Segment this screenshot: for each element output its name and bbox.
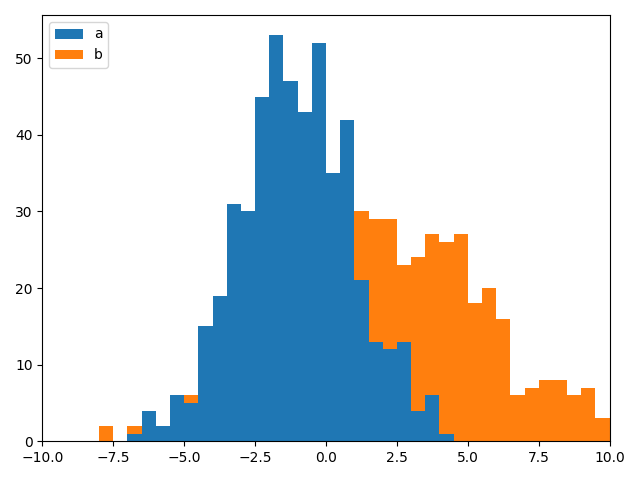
Bar [510, 396, 525, 441]
Bar [369, 219, 383, 441]
Bar [241, 365, 255, 441]
Bar [156, 426, 170, 441]
Bar [326, 173, 340, 441]
Legend: a, b: a, b [49, 22, 108, 68]
Bar [355, 212, 369, 441]
Bar [184, 403, 198, 441]
Bar [269, 334, 284, 441]
Bar [269, 36, 284, 441]
Bar [355, 280, 369, 441]
Bar [383, 349, 397, 441]
Bar [198, 326, 212, 441]
Bar [227, 403, 241, 441]
Bar [440, 433, 454, 441]
Bar [141, 410, 156, 441]
Bar [496, 319, 510, 441]
Bar [411, 257, 425, 441]
Bar [241, 212, 255, 441]
Bar [156, 433, 170, 441]
Bar [284, 81, 298, 441]
Bar [99, 426, 113, 441]
Bar [127, 426, 141, 441]
Bar [340, 227, 355, 441]
Bar [255, 96, 269, 441]
Bar [141, 426, 156, 441]
Bar [284, 311, 298, 441]
Bar [127, 433, 141, 441]
Bar [425, 396, 440, 441]
Bar [525, 388, 539, 441]
Bar [312, 43, 326, 441]
Bar [298, 112, 312, 441]
Bar [298, 288, 312, 441]
Bar [227, 204, 241, 441]
Bar [581, 388, 595, 441]
Bar [340, 120, 355, 441]
Bar [553, 380, 567, 441]
Bar [482, 288, 496, 441]
Bar [595, 418, 610, 441]
Bar [369, 342, 383, 441]
Bar [383, 219, 397, 441]
Bar [397, 265, 411, 441]
Bar [468, 303, 482, 441]
Bar [312, 227, 326, 441]
Bar [539, 380, 553, 441]
Bar [212, 296, 227, 441]
Bar [326, 265, 340, 441]
Bar [567, 396, 581, 441]
Bar [198, 418, 212, 441]
Bar [184, 396, 198, 441]
Bar [440, 242, 454, 441]
Bar [212, 396, 227, 441]
Bar [170, 396, 184, 441]
Bar [425, 234, 440, 441]
Bar [397, 342, 411, 441]
Bar [255, 365, 269, 441]
Bar [170, 396, 184, 441]
Bar [454, 234, 468, 441]
Bar [411, 410, 425, 441]
